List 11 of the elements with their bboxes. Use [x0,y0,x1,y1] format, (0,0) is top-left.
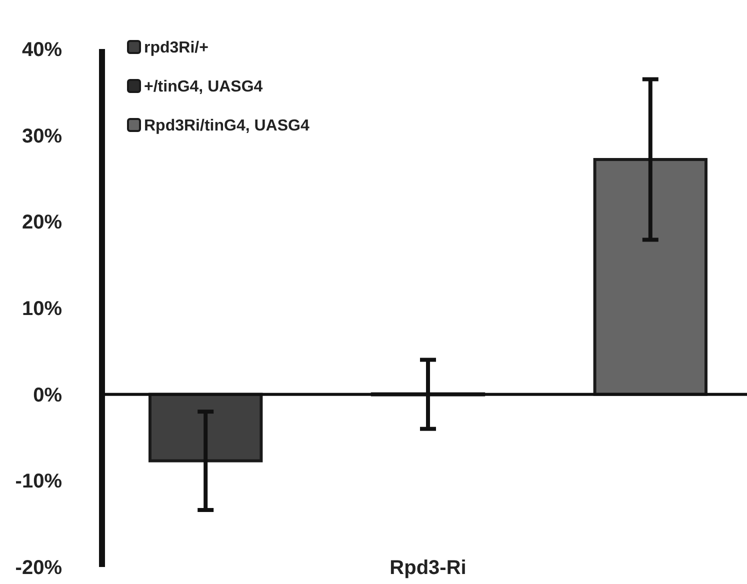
y-tick-label: -10% [15,470,62,493]
y-tick-label: 0% [33,384,62,406]
y-tick-label: 40% [22,39,62,61]
legend-label: rpd3Ri/+ [144,40,208,57]
x-tick-label: Rpd3-Ri [390,557,466,579]
legend-label: +/tinG4, UASG4 [144,78,263,96]
y-tick-label: 10% [22,298,62,320]
y-tick-label: 30% [22,125,62,148]
legend-label: Rpd3Ri/tinG4, UASG4 [144,118,310,135]
y-tick-label: 20% [22,212,62,234]
y-tick-label: -20% [15,557,62,579]
